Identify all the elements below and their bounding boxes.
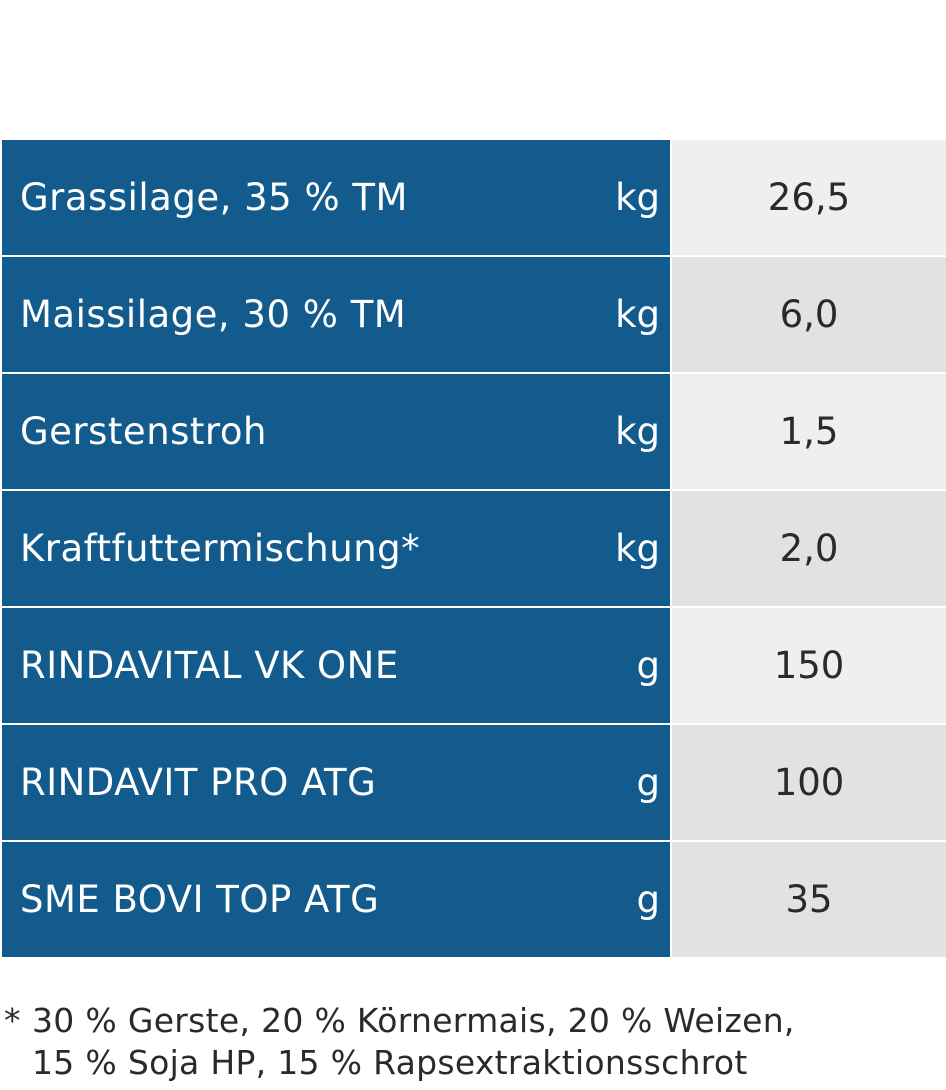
feed-name-cell: SME BOVI TOP ATG g — [2, 842, 670, 957]
feed-amount: 6,0 — [672, 257, 946, 372]
table-row: Maissilage, 30 % TM kg 6,0 — [2, 257, 946, 372]
table-row: SME BOVI TOP ATG g 35 — [2, 842, 946, 957]
feed-name-cell: Gerstenstroh kg — [2, 374, 670, 489]
feed-name: RINDAVIT PRO ATG — [20, 761, 377, 804]
feed-unit: g — [636, 644, 661, 687]
feed-name: Kraftfuttermischung* — [20, 527, 421, 570]
feed-unit: g — [636, 878, 661, 921]
feed-name-cell: Kraftfuttermischung* kg — [2, 491, 670, 606]
feed-unit: kg — [615, 410, 660, 453]
feed-name: SME BOVI TOP ATG — [20, 878, 380, 921]
feed-name: Maissilage, 30 % TM — [20, 293, 407, 336]
footnote-line-1: * 30 % Gerste, 20 % Körnermais, 20 % Weiz… — [4, 1000, 934, 1042]
footnote: * 30 % Gerste, 20 % Körnermais, 20 % Weiz… — [4, 1000, 934, 1084]
feed-ration-table: Grassilage, 35 % TM kg 26,5 Maissilage, … — [2, 140, 946, 959]
feed-amount: 100 — [672, 725, 946, 840]
feed-unit: g — [636, 761, 661, 804]
table-row: Grassilage, 35 % TM kg 26,5 — [2, 140, 946, 255]
feed-amount: 26,5 — [672, 140, 946, 255]
footnote-line-2: 15 % Soja HP, 15 % Rapsextraktionsschrot — [32, 1043, 748, 1082]
footnote-mark: * — [4, 1001, 21, 1040]
table-row: RINDAVITAL VK ONE g 150 — [2, 608, 946, 723]
feed-name: Gerstenstroh — [20, 410, 267, 453]
table-row: Gerstenstroh kg 1,5 — [2, 374, 946, 489]
footnote-text-1: 30 % Gerste, 20 % Körnermais, 20 % Weize… — [32, 1001, 795, 1040]
feed-name-cell: RINDAVIT PRO ATG g — [2, 725, 670, 840]
feed-unit: kg — [615, 176, 660, 219]
feed-amount: 1,5 — [672, 374, 946, 489]
feed-name: Grassilage, 35 % TM — [20, 176, 408, 219]
feed-unit: kg — [615, 527, 660, 570]
feed-name-cell: Maissilage, 30 % TM kg — [2, 257, 670, 372]
feed-unit: kg — [615, 293, 660, 336]
table-row: Kraftfuttermischung* kg 2,0 — [2, 491, 946, 606]
feed-amount: 150 — [672, 608, 946, 723]
feed-name: RINDAVITAL VK ONE — [20, 644, 399, 687]
feed-amount: 2,0 — [672, 491, 946, 606]
feed-amount: 35 — [672, 842, 946, 957]
feed-name-cell: RINDAVITAL VK ONE g — [2, 608, 670, 723]
feed-name-cell: Grassilage, 35 % TM kg — [2, 140, 670, 255]
table-row: RINDAVIT PRO ATG g 100 — [2, 725, 946, 840]
